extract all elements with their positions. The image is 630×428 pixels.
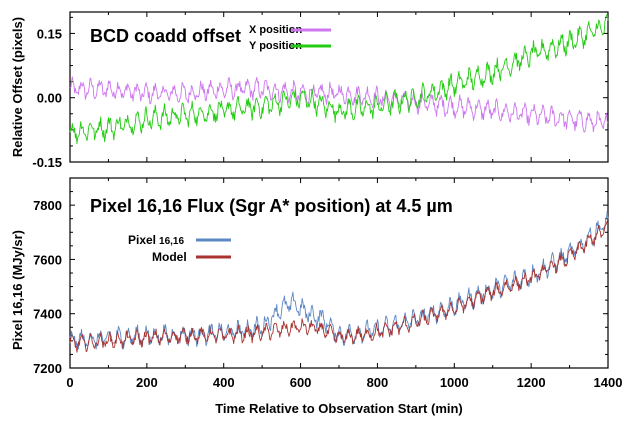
flux-x-tick-label: 400 (213, 375, 235, 390)
offset-legend: X position Y position (249, 24, 331, 52)
flux-series (69, 210, 609, 353)
flux-y-tick-label: 7200 (33, 361, 62, 376)
flux-x-tick-label: 600 (290, 375, 312, 390)
flux-x-tick-label: 1000 (440, 375, 469, 390)
offset-y-tick-label: 0.00 (37, 91, 62, 106)
flux-x-tick-label: 0 (66, 375, 73, 390)
offset-series-line-1 (69, 13, 609, 145)
legend-x-position-label: X position (249, 24, 302, 36)
flux-y-tick-label: 7400 (33, 307, 62, 322)
flux-y-ticks: 7200 7400 7600 7800 (33, 177, 608, 376)
legend-pixel-suffix: 16,16 (159, 236, 184, 247)
offset-panel: -0.15 0.00 0.15 BCD coadd offset Relative … (10, 11, 609, 170)
offset-series-line-0 (69, 76, 609, 133)
legend-model-label: Model (152, 250, 187, 264)
flux-x-tick-label: 1400 (594, 375, 623, 390)
legend-y-position-label: Y position (249, 40, 302, 52)
flux-series-line-1 (69, 220, 609, 353)
flux-x-tick-label: 1200 (517, 375, 546, 390)
flux-legend: Pixel 16,16 Model (128, 233, 231, 264)
offset-y-tick-label: 0.15 (37, 26, 62, 41)
legend-pixel-label: Pixel 16,16 (128, 233, 184, 247)
flux-x-ticks: 0 200 400 600 800 1000 1200 1400 (66, 178, 622, 390)
offset-y-tick-label: -0.15 (32, 155, 62, 170)
x-axis-label: Time Relative to Observation Start (min) (215, 401, 463, 416)
flux-x-tick-label: 800 (367, 375, 389, 390)
flux-y-axis-label: Pixel 16,16 (MJy/sr) (10, 230, 25, 350)
flux-chart-title: Pixel 16,16 Flux (Sgr A* position) at 4.… (90, 196, 453, 216)
flux-y-tick-label: 7800 (33, 198, 62, 213)
offset-series (69, 13, 609, 145)
flux-x-tick-label: 200 (136, 375, 158, 390)
offset-y-axis-label: Relative Offset (pixels) (10, 17, 25, 157)
offset-chart-title: BCD coadd offset (90, 26, 241, 46)
offset-x-ticks (69, 12, 609, 162)
flux-y-tick-label: 7600 (33, 252, 62, 267)
legend-pixel-name: Pixel (128, 233, 156, 247)
flux-panel: 0 200 400 600 800 1000 1200 1400 7200 7400 7600 78… (10, 177, 622, 416)
